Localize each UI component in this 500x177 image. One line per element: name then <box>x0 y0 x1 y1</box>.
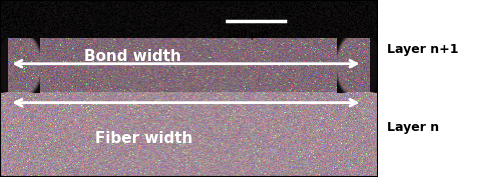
Text: 100 μm: 100 μm <box>226 30 268 40</box>
Text: Layer n+1: Layer n+1 <box>388 43 459 56</box>
Text: Fiber width: Fiber width <box>94 131 192 145</box>
Text: Layer n: Layer n <box>388 121 440 134</box>
Text: Bond width: Bond width <box>84 49 180 64</box>
